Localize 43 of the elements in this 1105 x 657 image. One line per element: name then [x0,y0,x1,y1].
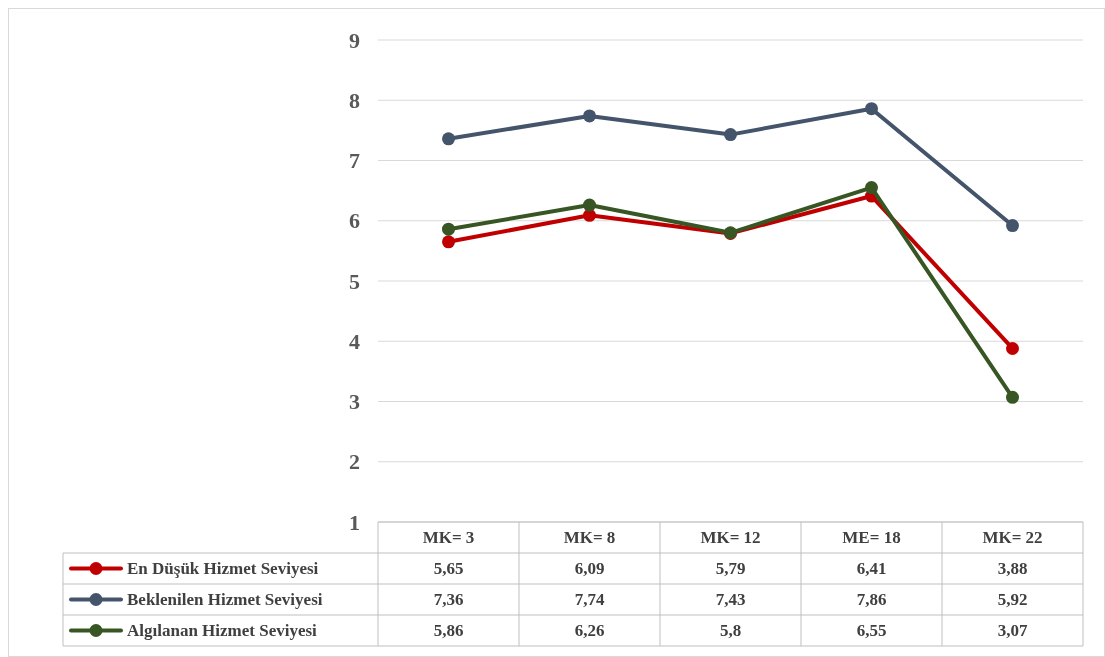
x-tick-label: MK= 3 [422,528,475,548]
y-tick-label: 8 [349,87,360,113]
x-tick-label: ME= 18 [842,528,901,548]
y-tick-label: 9 [349,27,360,53]
data-label: 6,55 [856,621,887,641]
data-label: 6,41 [856,559,887,579]
point [583,198,596,212]
data-label: 7,36 [433,590,464,610]
data-label: 3,88 [997,559,1028,579]
legend-label: Algılanan Hizmet Seviyesi [127,621,318,641]
y-tick-label: 4 [349,328,360,354]
x-tick-label: MK= 22 [982,528,1043,548]
point [1006,219,1019,233]
data-label: 5,8 [719,621,742,641]
point [583,109,596,123]
y-tick-label: 3 [349,389,360,415]
point [442,235,455,249]
point [442,222,455,236]
data-label: 7,86 [856,590,887,610]
legend-label: En Düşük Hizmet Seviyesi [127,559,319,579]
x-tick-label: MK= 12 [700,528,761,548]
point [865,102,878,116]
x-tick-label: MK= 8 [563,528,616,548]
point [865,181,878,195]
y-tick-label: 5 [349,268,360,294]
data-label: 3,07 [997,621,1028,641]
y-tick-label: 7 [349,148,360,174]
point [724,128,737,142]
y-tick-label: 6 [349,208,360,234]
data-label: 6,26 [574,621,605,641]
y-tick-label: 2 [349,449,360,475]
data-label: 6,09 [574,559,605,579]
legend-label: Beklenilen Hizmet Seviyesi [127,590,323,610]
data-label: 5,92 [997,590,1028,610]
point [442,132,455,146]
point [1006,390,1019,404]
data-label: 5,65 [433,559,464,579]
y-tick-label: 1 [349,509,360,535]
data-label: 7,74 [574,590,605,610]
point [1006,341,1019,355]
data-label: 7,43 [715,590,746,610]
data-label: 5,86 [433,621,464,641]
data-label: 5,79 [715,559,746,579]
